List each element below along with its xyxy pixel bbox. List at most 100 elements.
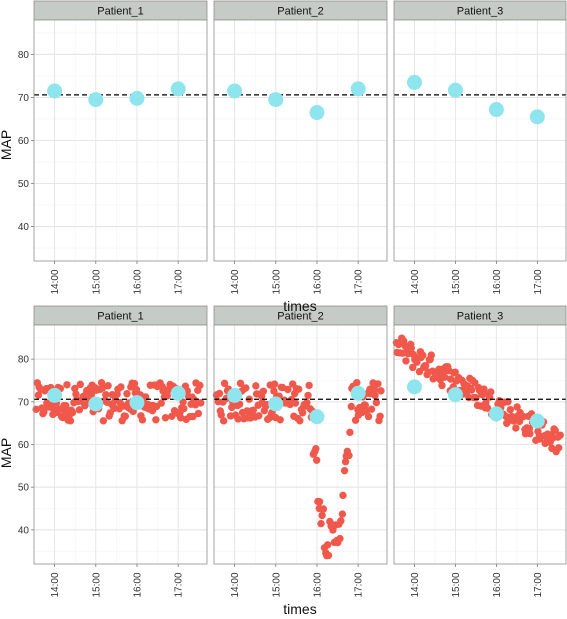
panel-grid [34,20,207,261]
hourly-point [309,105,325,121]
dense-point [123,390,131,398]
y-axis-title-bottom: MAP [0,438,14,468]
panel-strip-label: Patient_3 [457,311,503,323]
x-tick-label: 15:00 [91,572,102,597]
hourly-point [170,385,186,401]
dense-point [347,402,355,411]
dense-point [376,412,384,420]
dense-point [132,385,141,394]
dense-point [478,391,487,399]
panel-strip-label: Patient_3 [457,6,503,18]
dense-point [98,384,107,392]
dense-point [315,498,324,506]
x-tick-label: 15:00 [91,269,102,294]
dense-point [367,405,376,413]
dense-point [336,534,344,543]
dense-point [72,390,80,398]
dense-point [513,403,521,411]
dense-point [284,385,292,394]
y-tick-label: 70 [18,397,30,408]
dense-point [242,384,250,392]
dense-point [340,466,349,475]
panel-patient_2: Patient_2 14:00 15:00 16:00 17:00 [213,0,388,295]
dense-point [421,362,430,370]
hourly-points [406,74,545,125]
dense-point [130,379,139,388]
y-tick-label: 40 [18,525,30,536]
dense-point [168,412,176,420]
panel-patient_1: Patient_1 14:00 15:00 16:00 17:00 [33,0,208,295]
dense-point [219,417,228,425]
panel-frame [213,19,388,262]
dense-point [176,414,185,422]
dense-point [197,399,205,407]
dense-point [377,387,385,395]
dense-point [296,417,304,425]
x-tick-label: 16:00 [132,269,143,294]
dense-point [298,409,307,417]
x-tick-label: 16:00 [132,572,143,597]
panel-strip-label: Patient_1 [97,6,143,18]
x-axis-title-top: times [283,298,316,314]
dense-point [117,383,125,391]
panel-grid [214,325,387,564]
x-axis-title-bottom: times [283,601,316,617]
panel-grid [214,20,387,261]
dense-point [138,416,147,424]
x-tick-label: 14:00 [50,269,61,294]
dense-point [556,431,564,439]
dense-point [189,412,197,421]
dense-point [179,398,187,406]
hourly-point [447,82,463,98]
dense-point [62,401,70,410]
dense-point [157,399,165,407]
hourly-point [47,83,63,99]
panel-frame [213,324,388,565]
y-tick-label: 60 [18,440,30,451]
dense-point [339,491,347,500]
dense-point [446,375,455,383]
hourly-point [129,395,145,411]
dense-point [75,406,84,414]
x-tick-label: 16:00 [492,269,503,294]
dense-point [338,510,347,518]
x-tick-label: 15:00 [271,269,282,294]
y-axis-title-top: MAP [0,130,14,160]
axis-text-layer: MAP MAP times times [0,130,317,617]
panel-strip-label: Patient_1 [97,311,143,323]
dense-point [318,511,326,520]
x-tick-label: 16:00 [312,572,323,597]
dense-point [319,505,328,513]
dense-point [63,381,71,389]
dense-point [196,381,204,390]
dense-point [371,391,379,400]
dense-point [409,363,417,372]
x-tick-label: 14:00 [230,572,241,597]
y-tick-label: 80 [18,50,30,61]
x-tick-label: 14:00 [410,572,421,597]
y-tick-label: 80 [18,355,30,366]
dense-point [317,519,325,528]
x-tick-label: 16:00 [312,269,323,294]
x-tick-label: 16:00 [492,572,503,597]
dense-point [451,368,459,376]
x-tick-label: 14:00 [230,269,241,294]
panel-patient_3: Patient_3 14:00 15:00 16:00 17:00 [393,0,567,295]
hourly-point [529,413,545,429]
dense-point [180,404,188,413]
dense-point [71,384,79,393]
panel-frame [33,324,208,565]
dense-point [364,412,373,421]
dense-point [480,385,488,393]
dense-point [361,401,369,409]
dense-point [467,386,476,394]
dense-point [152,416,160,424]
dense-point [324,551,333,560]
dense-point [220,379,229,388]
dense-point [76,380,84,389]
dense-point [102,390,110,399]
dense-point [487,388,495,396]
dense-point [504,398,512,406]
x-tick-label: 17:00 [174,572,185,597]
